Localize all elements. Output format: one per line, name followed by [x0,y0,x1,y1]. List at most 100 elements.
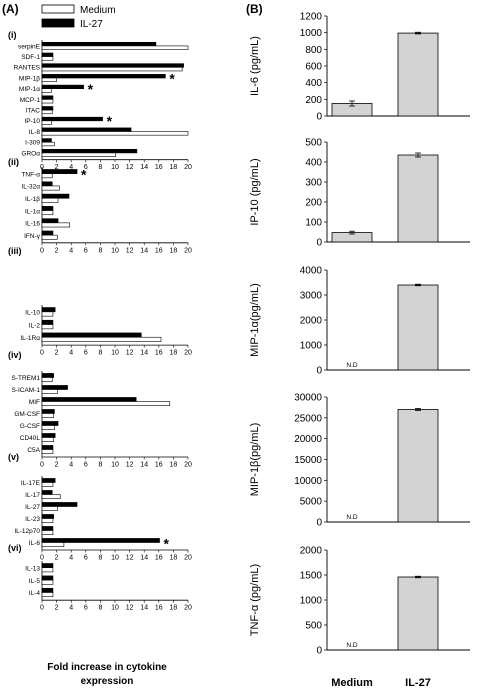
x-tick-label: 16 [155,605,163,612]
x-tick-label: 0 [40,605,44,612]
bar-medium-il-1 [41,197,59,203]
bar-medium-il-1 [41,210,54,216]
bar-il-27 [397,576,439,651]
category-mip-1: MIP-1β [19,75,40,82]
y-tick-label: 25000 [294,413,322,424]
category-rantes: RANTES [14,65,41,72]
bar-medium-mip-1 [41,77,57,82]
category-cd40l: CD40L [20,435,41,442]
bar-il27-il-12p70 [41,526,54,531]
significance-mip-1: * [169,70,175,86]
left-footer-line-1: Fold increase in cytokine [47,662,167,673]
y-tick-label: 1000 [300,341,323,352]
bar-medium-il-17e [41,482,54,487]
category-il-10: IL-10 [25,310,40,317]
bar-il27-il-32 [41,181,53,187]
bar-il27-il-23 [41,514,54,519]
x-tick-label: 16 [155,350,163,357]
bar-il27-g-csf [41,421,59,426]
panel-ip-10-pg-ml: 0 100 200 300 400 500 IP-10 (pg/mL) [249,138,470,249]
x-tick-label: 0 [40,350,44,357]
category-il-32: IL-32α [21,184,40,191]
category-il-1: IL-1β [25,196,40,203]
x-tick-label: 18 [170,605,178,612]
group-label-4: (v) [8,452,19,462]
bar-medium-il-2 [41,324,54,330]
bar-il-27 [397,409,439,523]
bar-medium-i-309 [41,141,55,147]
bar-il27-il-5 [41,575,54,581]
bar-il27-il-1 [41,193,70,199]
x-tick-label: 8 [98,605,102,612]
x-tick-label: 20 [184,555,192,562]
bar-medium-il-6 [41,542,65,547]
bar-il27-c5a [41,445,54,450]
bar-il27-il-1 [41,206,54,211]
x-tick-label: 0 [40,462,44,469]
y-tick-label: 2000 [300,546,323,557]
y-tick-label: 1000 [300,596,323,607]
x-tick-label: 18 [170,462,178,469]
category-i-309: I-309 [25,140,40,147]
x-tick-label: 14 [140,462,148,469]
category-g-csf: G-CSF [20,423,40,430]
y-tick-label: 4000 [300,266,323,277]
x-tick-label: 6 [84,350,88,357]
category-il-16: IL-16 [25,221,40,228]
legend-label-medium: Medium [80,5,116,16]
left-bar-chart: (i)serpinE SDF-1 RANTES MIP-1β * MIP-1α * MCP-1… [8,30,192,612]
x-category-medium: Medium [331,677,373,689]
bar-medium-il-5 [41,579,54,585]
y-tick-label: 30000 [294,393,322,404]
y-axis-label: MIP-1α(pg/mL) [249,283,261,357]
legend-swatch-medium [41,4,75,14]
x-tick-label: 6 [84,605,88,612]
bar-il27-il-10 [41,307,56,313]
y-tick-label: 600 [305,62,322,73]
y-tick-label: 10000 [294,476,322,487]
y-tick-label: 0 [316,112,322,123]
bar-medium-il-23 [41,518,54,523]
significance-tnf: * [81,167,87,183]
legend: Medium IL-27 [41,4,116,30]
category-il-23: IL-23 [25,516,40,523]
y-tick-label: 500 [305,621,322,632]
x-tick-label: 12 [126,605,134,612]
x-tick-label: 12 [126,462,134,469]
bar-il27-il-4 [41,587,54,593]
x-tick-label: 18 [170,164,178,171]
bar-il27-gro [41,148,138,154]
bar-il27-il-16 [41,218,59,224]
bar-il27-s-trem1 [41,373,54,378]
nd-label-medium: N.D [346,514,358,521]
group-label-0: (i) [8,30,17,40]
bar-il27-mcp-1 [41,95,54,100]
nd-label-medium: N.D [346,642,358,649]
bar-medium-il-12p70 [41,530,54,535]
bar-il27-il-17 [41,490,53,495]
x-tick-label: 4 [69,164,73,171]
y-tick-label: 100 [305,218,322,229]
x-tick-label: 6 [84,247,88,254]
bar-medium-s-trem1 [41,377,53,382]
y-tick-label: 1000 [300,28,323,39]
legend-label-il27: IL-27 [80,19,103,30]
category-il-12p70: IL-12p70 [14,528,40,535]
y-tick-label: 200 [305,198,322,209]
x-tick-label: 6 [84,164,88,171]
y-tick-label: 200 [305,95,322,106]
bar-medium-c5a [41,449,54,454]
bar-il27-ip-10 [41,116,103,122]
x-tick-label: 12 [126,164,134,171]
bar-il27-il-17e [41,478,56,483]
x-tick-label: 8 [98,350,102,357]
panel-label-b: (B) [246,2,263,16]
category-c5a: C5A [27,447,40,454]
x-tick-label: 10 [111,164,119,171]
x-tick-label: 2 [55,350,59,357]
panel-label-a: (A) [2,2,19,16]
category-mif: MIF [29,399,40,406]
bar-medium-mif [41,401,171,406]
bar-medium-tnf [41,173,53,179]
